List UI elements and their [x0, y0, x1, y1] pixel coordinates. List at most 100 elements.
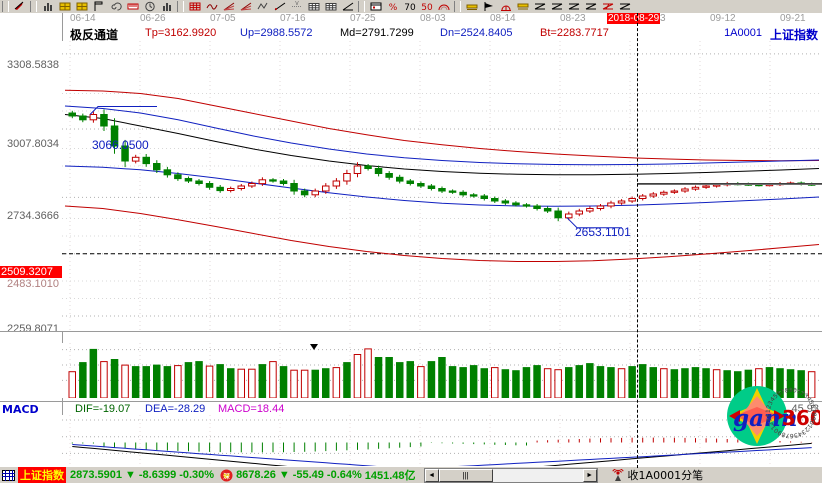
- arc-icon[interactable]: [435, 1, 452, 13]
- param-tp: Tp=3162.9920: [145, 27, 217, 39]
- gate-icon[interactable]: [497, 1, 514, 13]
- indicator-name-label: 极反通道: [70, 28, 119, 42]
- spiral-icon[interactable]: [107, 1, 124, 13]
- turnover-value: 1451.48亿: [364, 470, 416, 482]
- current-price-marker: 2509.3207: [0, 266, 62, 278]
- volume-marker-triangle: [310, 344, 318, 350]
- table-grid2-icon[interactable]: [322, 1, 339, 13]
- svg-text:V: V: [295, 1, 299, 7]
- index-arrow-down-icon: ▼: [125, 469, 136, 481]
- grid-red-icon[interactable]: [186, 1, 203, 13]
- macd-title-label[interactable]: MACD: [2, 403, 39, 416]
- svg-text:70: 70: [404, 3, 416, 13]
- slope-icon[interactable]: [271, 1, 288, 13]
- level-line5-icon[interactable]: [616, 1, 633, 13]
- date-tick-1: 06-26: [140, 13, 166, 24]
- status-bar: 上证指数 2873.5901 ▼ -8.6399 -0.30% 深 8678.2…: [0, 466, 822, 483]
- index-name-badge[interactable]: 上证指数: [18, 467, 66, 483]
- arrow-flag-icon[interactable]: [480, 1, 497, 13]
- percent-50-icon[interactable]: 50: [418, 1, 435, 13]
- bars2-icon[interactable]: [158, 1, 175, 13]
- volume-bar-plot[interactable]: [62, 343, 822, 398]
- bars-icon[interactable]: [39, 1, 56, 13]
- price-axis: 3308.5838 3007.8034 2734.3666 2483.1010 …: [0, 13, 63, 388]
- grid-icon[interactable]: [2, 469, 15, 481]
- ruler-icon[interactable]: [124, 1, 141, 13]
- gold-table-icon[interactable]: [56, 1, 73, 13]
- f-flag-icon[interactable]: [90, 1, 107, 13]
- broadcast-icon[interactable]: [611, 468, 625, 482]
- percent-70-icon[interactable]: 70: [401, 1, 418, 13]
- symbol-code-label: 1A0001: [724, 27, 762, 39]
- price-tick-1: 3007.8034: [7, 138, 59, 150]
- svg-text:50: 50: [421, 3, 433, 13]
- date-tick-10: 09-21: [780, 13, 806, 24]
- date-tick-7: 08-23: [560, 13, 586, 24]
- second-change: -55.49: [292, 469, 324, 481]
- pointer-pen-icon[interactable]: [11, 1, 28, 13]
- macd-plot[interactable]: [62, 415, 822, 475]
- wave-icon[interactable]: [203, 1, 220, 13]
- index-value: 2873.5901: [70, 469, 122, 481]
- horizontal-scrollbar[interactable]: ◄ ||| ►: [423, 467, 598, 483]
- svg-text:360: 360: [782, 406, 820, 430]
- param-bt: Bt=2283.7717: [540, 27, 609, 39]
- dotted-icon[interactable]: V: [288, 1, 305, 13]
- date-tick-2: 07-05: [210, 13, 236, 24]
- price-candlestick-plot[interactable]: [62, 41, 822, 331]
- indicator-header: 日K线 极反通道 Tp=3162.9920 Up=2988.5572 Md=27…: [0, 26, 822, 42]
- volume-svg: [62, 343, 822, 398]
- macd-header: MACD DIF=-19.07 DEA=-28.29 MACD=18.44: [0, 403, 822, 416]
- volume-divider: [0, 331, 822, 332]
- annotation-low-pivot: 2653.1101: [575, 225, 631, 239]
- calendar-icon[interactable]: [367, 1, 384, 13]
- gold-table2-icon[interactable]: [73, 1, 90, 13]
- date-tick-4: 07-25: [350, 13, 376, 24]
- level-line3-icon[interactable]: [565, 1, 582, 13]
- scroll-right-button[interactable]: ►: [582, 468, 597, 482]
- level-red-icon[interactable]: [599, 1, 616, 13]
- fan2-icon[interactable]: [237, 1, 254, 13]
- scroll-left-button[interactable]: ◄: [424, 468, 439, 482]
- macd-macd: MACD=18.44: [218, 403, 285, 415]
- toolbar-separator: [177, 1, 184, 12]
- date-tick-3: 07-16: [280, 13, 306, 24]
- trend-icon[interactable]: [339, 1, 356, 13]
- percent-icon[interactable]: %: [384, 1, 401, 13]
- price-svg: [62, 41, 822, 331]
- toolbar-separator: [2, 1, 9, 12]
- date-tick-9: 09-12: [710, 13, 736, 24]
- macd-dea: DEA=-28.29: [145, 403, 206, 415]
- param-dn: Dn=2524.8405: [440, 27, 513, 39]
- second-value: 8678.26: [236, 469, 276, 481]
- scroll-thumb[interactable]: |||: [438, 468, 493, 482]
- date-axis: 06-14 06-26 07-05 07-16 07-25 08-03 08-14 08-23…: [62, 13, 822, 26]
- date-tick-0: 06-14: [70, 13, 96, 24]
- fan-icon[interactable]: [220, 1, 237, 13]
- price-tick-0: 3308.5838: [7, 59, 59, 71]
- zigzag-icon[interactable]: [254, 1, 271, 13]
- clock-icon[interactable]: [141, 1, 158, 13]
- index-percent: -0.30%: [179, 469, 215, 481]
- param-up: Up=2988.5572: [240, 27, 313, 39]
- gold-line-icon[interactable]: [463, 1, 480, 13]
- price-tick-2: 2734.3666: [7, 210, 59, 222]
- svg-text:gann: gann: [733, 405, 797, 432]
- tail-status-text: 收1A0001分笔: [627, 469, 704, 482]
- date-selected-label: 2018-08-29: [607, 13, 661, 24]
- macd-divider: [0, 401, 822, 402]
- second-percent: -0.64%: [326, 469, 362, 481]
- param-md: Md=2791.7299: [340, 27, 414, 39]
- flower-icon[interactable]: 深: [220, 469, 233, 482]
- scroll-track[interactable]: [492, 468, 583, 482]
- date-tick-6: 08-14: [490, 13, 516, 24]
- level-line-icon[interactable]: [531, 1, 548, 13]
- gold-bar-icon[interactable]: [514, 1, 531, 13]
- svg-text:%: %: [388, 3, 397, 13]
- date-tick-5: 08-03: [420, 13, 446, 24]
- level-line2-icon[interactable]: [548, 1, 565, 13]
- crosshair-vertical: [637, 13, 638, 468]
- table-grid-icon[interactable]: [305, 1, 322, 13]
- level-line4-icon[interactable]: [582, 1, 599, 13]
